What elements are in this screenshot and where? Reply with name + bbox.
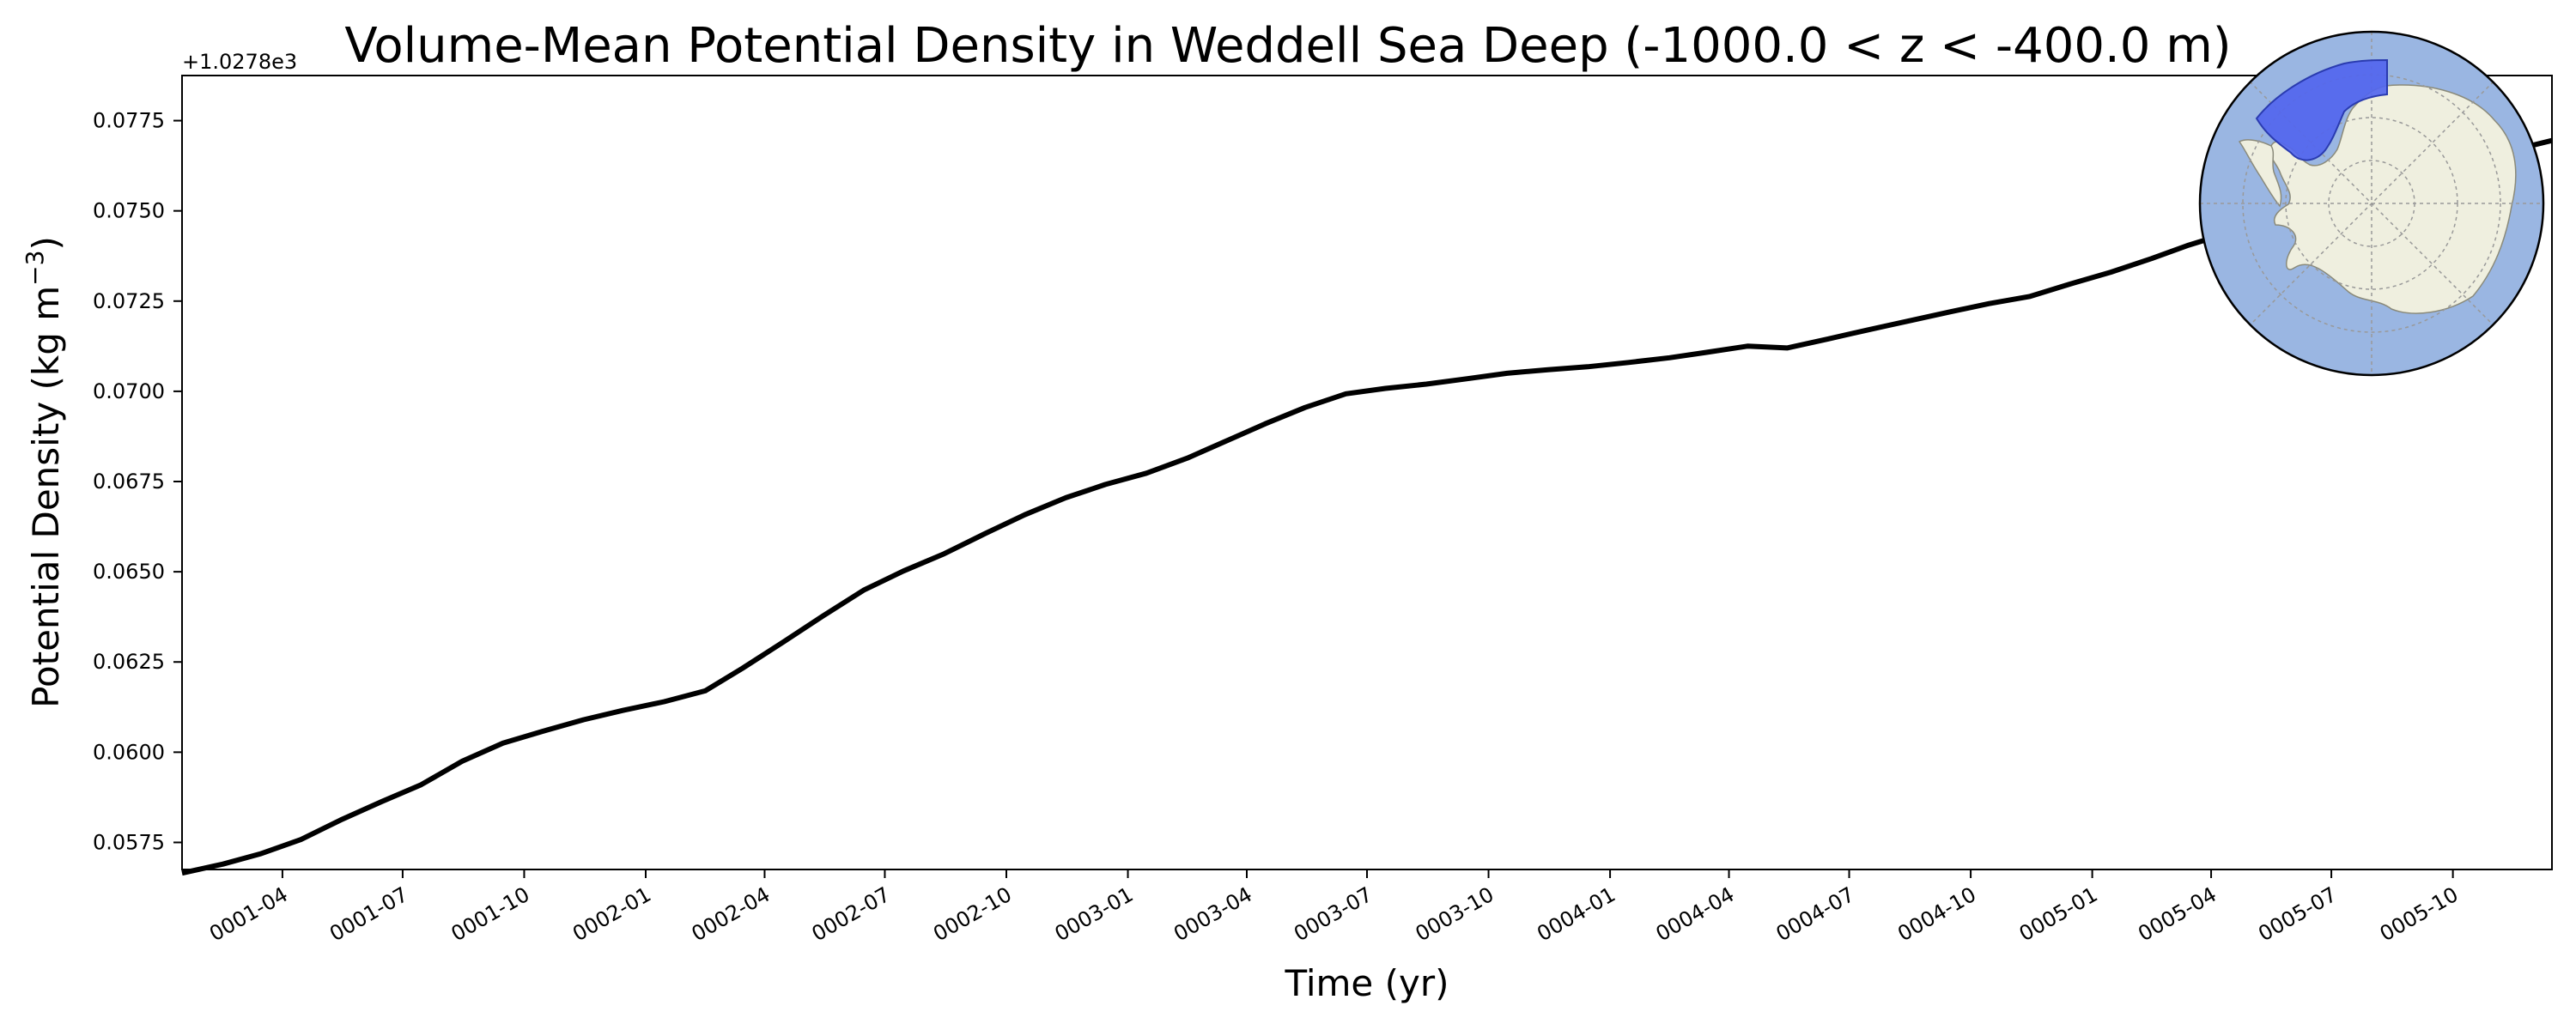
x-tick-label: 0005-01 (2015, 882, 2102, 946)
y-tick-label: 0.0775 (93, 109, 165, 133)
x-tick-label: 0002-01 (568, 882, 655, 946)
y-tick-label: 0.0675 (93, 470, 165, 494)
y-axis-label-superscript: −3 (21, 251, 49, 286)
x-tick-label: 0004-04 (1652, 882, 1739, 946)
y-tick-label: 0.0600 (93, 740, 165, 764)
x-tick-label: 0002-04 (688, 882, 775, 946)
y-tick-label: 0.0750 (93, 199, 165, 223)
y-tick-label: 0.0625 (93, 650, 165, 674)
y-axis-label-main: Potential Density (kg m (25, 286, 67, 708)
x-tick-label: 0004-07 (1772, 882, 1859, 946)
x-axis-ticks: 0001-04 0001-07 0001-10 0002-01 0002-04 0002-… (205, 869, 2463, 946)
x-tick-label: 0002-10 (929, 882, 1016, 946)
y-axis-label-close: ) (25, 236, 67, 250)
x-tick-label: 0005-10 (2376, 882, 2463, 946)
x-tick-label: 0003-01 (1051, 882, 1138, 946)
y-tick-label: 0.0575 (93, 830, 165, 854)
x-tick-label: 0004-01 (1533, 882, 1619, 946)
inset-region-map (2198, 30, 2545, 377)
y-axis-label: Potential Density (kg m−3) (21, 236, 67, 708)
x-tick-label: 0001-10 (447, 882, 534, 946)
x-tick-label: 0002-07 (808, 882, 895, 946)
chart-title: Volume-Mean Potential Density in Weddell… (344, 18, 2231, 74)
inset-map-weddell-region (2255, 58, 2388, 161)
x-tick-label: 0005-04 (2134, 882, 2221, 946)
x-tick-label: 0001-07 (325, 882, 412, 946)
x-tick-label: 0001-04 (205, 882, 292, 946)
x-axis-label: Time (yr) (1284, 962, 1449, 1004)
x-tick-label: 0004-10 (1893, 882, 1980, 946)
x-tick-label: 0005-07 (2254, 882, 2341, 946)
inset-map-antarctic-peninsula (2238, 139, 2282, 208)
y-tick-label: 0.0650 (93, 560, 165, 584)
x-tick-label: 0003-04 (1170, 882, 1256, 946)
y-axis-ticks: 0.0575 0.0600 0.0625 0.0650 0.0675 0.0700 0.07… (93, 109, 182, 854)
x-tick-label: 0003-07 (1290, 882, 1376, 946)
x-tick-label: 0003-10 (1412, 882, 1498, 946)
y-tick-label: 0.0725 (93, 289, 165, 313)
inset-map-border (2198, 30, 2545, 377)
y-axis-offset-text: +1.0278e3 (182, 50, 297, 74)
plot-area-frame (181, 75, 2553, 870)
data-series-line (181, 137, 2553, 876)
inset-map-antarctica-land (2269, 84, 2517, 314)
y-tick-label: 0.0700 (93, 379, 165, 403)
